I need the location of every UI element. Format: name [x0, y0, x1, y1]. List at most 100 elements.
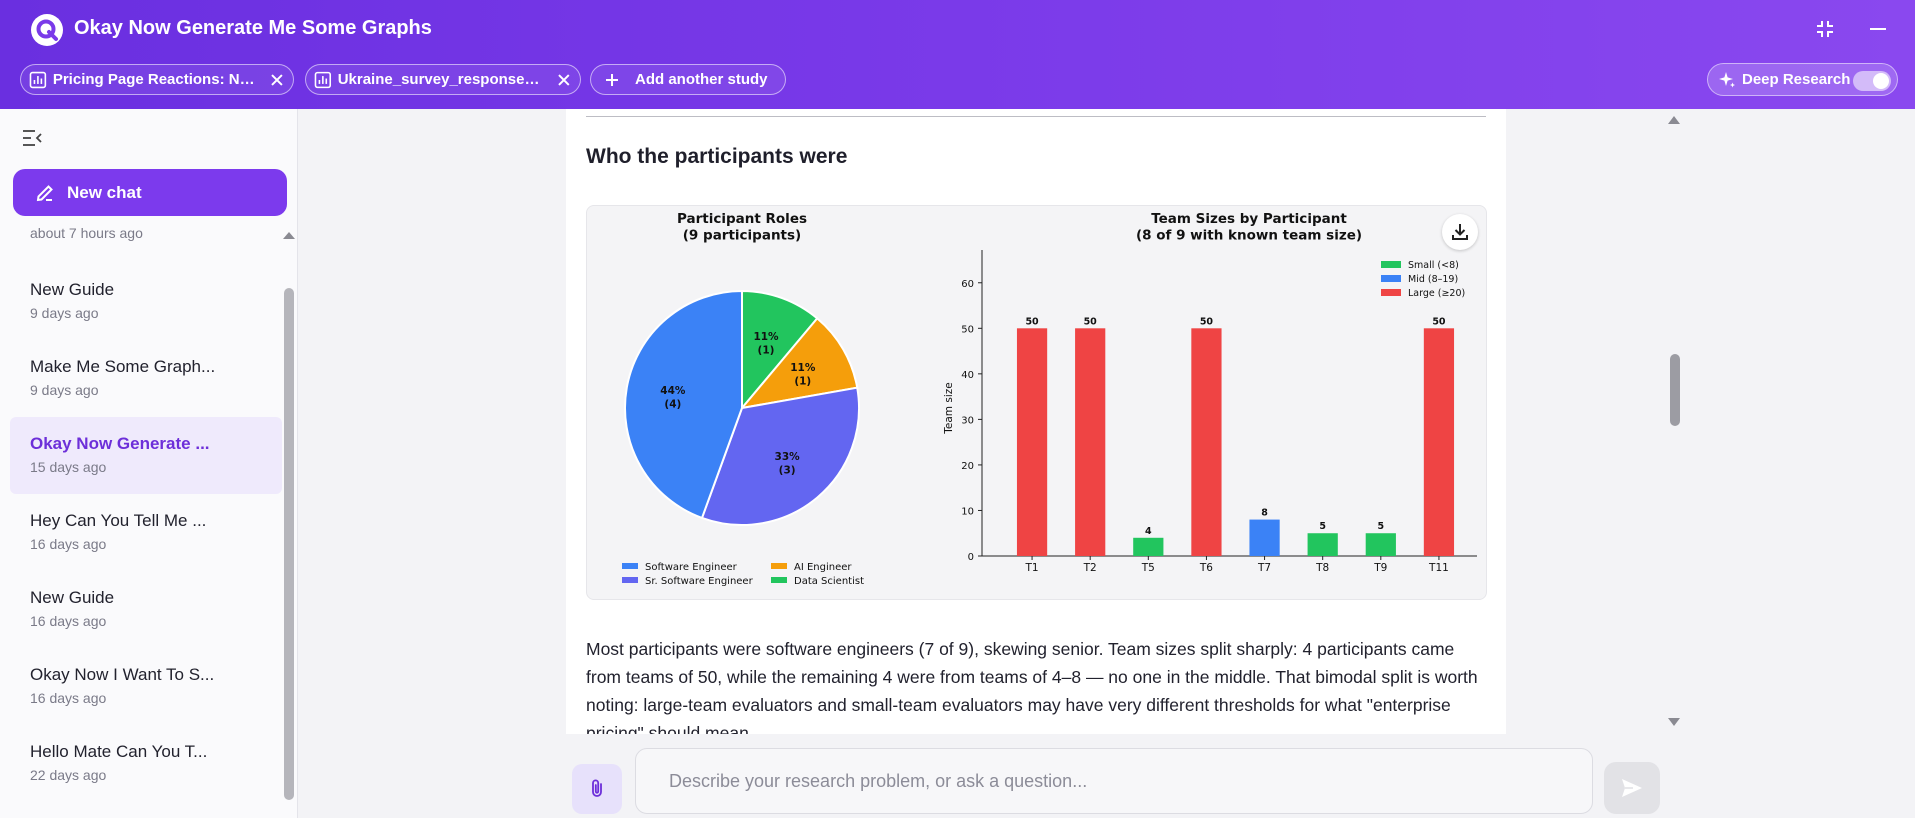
send-button[interactable]: [1604, 762, 1660, 814]
bar: [1191, 328, 1222, 556]
pie-slice: [700, 386, 860, 526]
y-tick-label: 40: [961, 370, 974, 381]
y-tick-label: 30: [961, 415, 974, 426]
bar-value-label: 50: [1200, 316, 1214, 327]
message-paragraph: Most participants were software engineer…: [586, 639, 1478, 734]
pie-legend-swatch: [622, 563, 638, 569]
scroll-down-arrow-icon[interactable]: [1667, 716, 1681, 728]
bar-value-label: 8: [1261, 508, 1268, 519]
chat-item-title: Hello Mate Can You T...: [30, 742, 208, 761]
pie-slice: [624, 289, 743, 520]
pie-legend-swatch: [622, 577, 638, 583]
pie-slice-label: 11% (1): [753, 331, 779, 357]
chat-history-list: about 7 hours ago New Guide 9 days ago Mak…: [10, 223, 282, 802]
chat-item[interactable]: about 7 hours ago: [10, 223, 282, 263]
pie-slice: [741, 289, 819, 411]
bar-value-label: 50: [1025, 316, 1039, 327]
chat-item[interactable]: Hello Mate Can You T... 22 days ago: [10, 725, 282, 802]
x-tick-label: T8: [1315, 562, 1329, 574]
chart-figure: Participant Roles (9 participants) 11% (1) 1…: [586, 205, 1487, 600]
bar: [1307, 533, 1338, 556]
chat-item[interactable]: Okay Now I Want To S... 16 days ago: [10, 648, 282, 725]
chat-item[interactable]: Okay Now Generate ... 15 days ago: [10, 417, 282, 494]
pie-legend-label: AI Engineer: [794, 562, 852, 573]
bar-legend-swatch: [1381, 275, 1401, 282]
chat-item-time: 9 days ago: [30, 305, 99, 321]
scroll-up-arrow-icon[interactable]: [1667, 114, 1681, 126]
minimize-button[interactable]: [1865, 16, 1891, 42]
download-icon: [1452, 224, 1468, 240]
bar-legend-label: Mid (8–19): [1408, 274, 1458, 285]
bar-legend-label: Small (<8): [1408, 260, 1459, 271]
attach-button[interactable]: [572, 764, 622, 814]
pie-legend-label: Software Engineer: [645, 562, 738, 573]
chat-item-time: 9 days ago: [30, 382, 99, 398]
section-heading: Who the participants were: [586, 145, 848, 168]
bar-chart-icon: [314, 71, 332, 88]
bar-legend-label: Large (≥20): [1408, 288, 1465, 299]
chat-item-title: Hey Can You Tell Me ...: [30, 511, 207, 530]
chat-item-title: New Guide: [30, 280, 115, 299]
chat-item[interactable]: New Guide 9 days ago: [10, 263, 282, 340]
y-axis-label: Team size: [943, 382, 955, 434]
close-icon[interactable]: [269, 72, 285, 88]
new-chat-button[interactable]: New chat: [13, 169, 287, 216]
collapse-window-button[interactable]: [1812, 16, 1838, 42]
bar-value-label: 5: [1378, 521, 1385, 532]
top-bar: Okay Now Generate Me Some Graphs Pricing…: [0, 0, 1915, 109]
chat-item-time: 22 days ago: [30, 767, 107, 783]
sidebar-scrollbar-thumb[interactable]: [284, 288, 294, 800]
chat-message-panel: Who the participants were Participant Ro…: [566, 109, 1506, 734]
study-tab-pricing[interactable]: Pricing Page Reactions: Ne...: [20, 64, 294, 95]
bar: [1365, 533, 1396, 556]
x-tick-label: T1: [1025, 562, 1039, 574]
collapse-arrows-icon: [1817, 21, 1833, 37]
bar: [1249, 519, 1280, 556]
x-tick-label: T5: [1141, 562, 1155, 574]
sparkle-icon: [1719, 71, 1735, 87]
close-icon[interactable]: [556, 72, 572, 88]
plus-icon: [606, 73, 618, 86]
study-tab-label: Pricing Page Reactions: Ne...: [52, 71, 260, 88]
chat-item-time: 16 days ago: [30, 690, 107, 706]
collapse-sidebar-icon[interactable]: [20, 127, 44, 149]
chat-item[interactable]: Hey Can You Tell Me ... 16 days ago: [10, 494, 282, 571]
chat-item-time: 16 days ago: [30, 536, 107, 552]
bar-value-label: 5: [1319, 521, 1326, 532]
deep-research-toggle[interactable]: Deep Research: [1707, 63, 1898, 96]
pie-slice-label: 11% (1): [790, 362, 816, 388]
chat-item-title: Okay Now I Want To S...: [30, 665, 215, 684]
add-study-button[interactable]: Add another study: [590, 64, 786, 95]
study-tab-ukraine[interactable]: Ukraine_survey_responses_...: [305, 64, 581, 95]
bar-chart-title: Team Sizes by Participant (8 of 9 with kn…: [1136, 211, 1362, 244]
pie-slice: [739, 316, 859, 410]
bar-legend-swatch: [1381, 261, 1401, 268]
prompt-input[interactable]: [635, 748, 1593, 814]
add-study-label: Add another study: [635, 71, 768, 88]
bar: [1016, 328, 1048, 556]
main-scrollbar-thumb[interactable]: [1670, 354, 1680, 426]
y-tick-label: 60: [961, 279, 974, 290]
bar-value-label: 4: [1145, 526, 1152, 537]
pie-chart-title: Participant Roles (9 participants): [677, 211, 807, 244]
pie-legend-label: Data Scientist: [794, 576, 864, 587]
x-tick-label: T9: [1373, 562, 1387, 574]
deep-research-switch[interactable]: [1853, 71, 1891, 91]
scroll-up-arrow-icon[interactable]: [282, 230, 296, 240]
deep-research-label: Deep Research: [1742, 71, 1851, 88]
download-button[interactable]: [1442, 214, 1478, 250]
bar-legend-swatch: [1381, 289, 1401, 296]
pie-slice-label: 33% (3): [775, 451, 801, 477]
chat-item[interactable]: New Guide 16 days ago: [10, 571, 282, 648]
x-tick-label: T7: [1257, 562, 1271, 574]
chat-item[interactable]: Make Me Some Graph... 9 days ago: [10, 340, 282, 417]
charts-svg: Participant Roles (9 participants) 11% (1) 1…: [622, 211, 1477, 587]
y-tick-label: 50: [961, 324, 974, 335]
bar: [1423, 328, 1455, 556]
bar-value-label: 50: [1084, 316, 1098, 327]
pie-legend-label: Sr. Software Engineer: [645, 576, 754, 587]
bar: [1133, 537, 1164, 556]
chat-item-title: New Guide: [30, 588, 115, 607]
edit-icon: [36, 184, 53, 201]
paperclip-icon: [592, 779, 602, 797]
